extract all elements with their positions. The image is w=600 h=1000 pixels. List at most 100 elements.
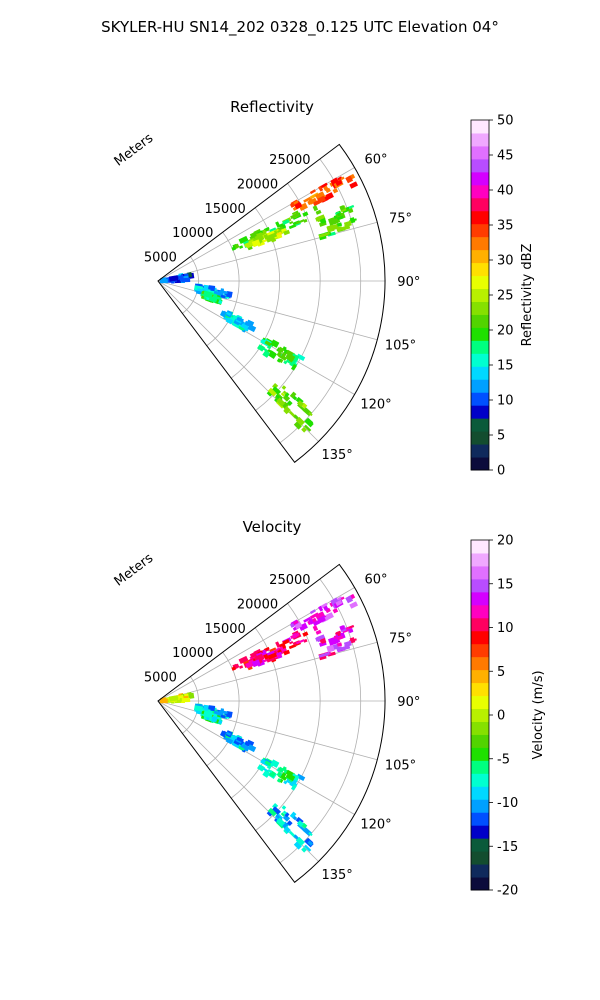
echo-cell — [174, 696, 179, 700]
colorbar-tick-label: 50 — [497, 114, 514, 129]
echo-cell — [294, 202, 303, 210]
colorbar-tick-label: 0 — [497, 464, 505, 479]
echo-cell — [303, 218, 308, 223]
echo-cell — [341, 645, 351, 651]
echo-cell — [282, 638, 290, 645]
sector-frame — [157, 563, 386, 883]
echo-cell — [349, 181, 359, 189]
echo-cell — [263, 653, 269, 660]
colorbar-segment — [471, 864, 489, 878]
echo-cell — [216, 716, 222, 721]
radial-gridline — [206, 231, 240, 347]
echo-cell — [174, 276, 179, 280]
echo-cell — [296, 773, 306, 781]
colorbar-tick-label: 20 — [497, 534, 514, 549]
echo-cell — [211, 715, 218, 723]
echo-cell — [320, 637, 327, 644]
echo-cell — [276, 817, 286, 827]
echo-cell — [315, 637, 320, 642]
colorbar-segment — [471, 721, 489, 735]
echo-cell — [280, 392, 286, 397]
echo-cell — [308, 411, 313, 417]
colorbar-tick-label: 15 — [497, 359, 514, 374]
echo-cell — [315, 629, 322, 635]
echo-cell — [322, 232, 330, 237]
colorbar-segment — [471, 812, 489, 826]
colorbar-tick-label: 10 — [497, 621, 514, 636]
angular-tick-label: 120° — [360, 817, 391, 832]
echo-cell — [337, 215, 344, 221]
colorbar-segment — [471, 825, 489, 839]
colorbar-segment — [471, 565, 489, 580]
echo-cell — [296, 400, 304, 408]
echo-cell — [289, 811, 297, 819]
echo-cell — [337, 632, 341, 637]
echo-cell — [239, 743, 250, 752]
echo-cell — [226, 731, 232, 736]
reflectivity-panel: Reflectivity 60° 75° 90° 105° 120° 135° 5000 10… — [112, 98, 535, 479]
echo-cell — [325, 192, 334, 200]
echo-cell — [275, 221, 281, 228]
echo-cell — [270, 339, 280, 348]
echo-cell — [318, 185, 324, 192]
echo-cell — [330, 597, 340, 606]
angular-tick-label: 60° — [365, 153, 388, 168]
velocity-colorbar: Velocity (m/s) -20 -15 -10 -5 0 5 10 15 20 — [470, 534, 546, 899]
colorbar-segment — [471, 617, 489, 632]
colorbar-segment — [471, 353, 489, 367]
echo-cell — [236, 316, 244, 323]
echo-cell — [267, 387, 277, 397]
echo-cell — [301, 426, 307, 433]
colorbar-segment — [471, 210, 489, 225]
echo-cell — [203, 710, 213, 719]
echo-cell — [272, 802, 279, 810]
colorbar-tick-label: 15 — [497, 577, 514, 592]
reflectivity-colorbar-label: Reflectivity dBZ — [520, 244, 535, 347]
echo-cell — [312, 205, 319, 212]
velocity-colorbar-label: Velocity (m/s) — [531, 670, 546, 759]
angular-tick-label: 75° — [389, 212, 412, 227]
colorbar-segment — [471, 747, 489, 761]
echo-cell — [336, 642, 343, 647]
echo-cell — [277, 766, 285, 773]
angular-tick-label: 120° — [360, 397, 391, 412]
radial-gridline — [279, 158, 362, 444]
echo-cell — [298, 622, 308, 632]
echo-cell — [251, 659, 261, 668]
radial-tick-label: 20000 — [237, 177, 278, 192]
colorbar-tick-label: -10 — [497, 796, 518, 811]
echo-cell — [274, 234, 281, 239]
echo-cell — [345, 595, 354, 604]
colorbar-segment — [471, 132, 489, 147]
radial-tick-label: 10000 — [172, 646, 213, 661]
echo-cell — [283, 406, 291, 414]
echo-cell — [318, 605, 324, 612]
colorbar-segment — [471, 540, 489, 554]
echo-cell — [302, 631, 309, 637]
colorbar-tick-label: 5 — [497, 665, 505, 680]
echo-cell — [283, 826, 291, 834]
echo-cell — [309, 609, 316, 615]
sector-background — [158, 564, 385, 883]
colorbar-segment — [471, 314, 489, 328]
echo-cell — [284, 812, 290, 818]
echo-cell — [286, 820, 293, 827]
echo-cell — [247, 744, 257, 753]
radial-tick-label: 15000 — [204, 202, 245, 217]
echo-cell — [283, 769, 289, 775]
colorbar-segment — [471, 604, 489, 619]
echo-cell — [233, 739, 241, 746]
echo-cell — [267, 652, 278, 660]
echo-cell — [326, 224, 335, 233]
echo-cell — [336, 646, 343, 652]
echo-cell — [276, 358, 282, 363]
echo-cell — [337, 212, 341, 217]
echo-cell — [315, 217, 320, 222]
angular-gridline — [157, 280, 355, 395]
echo-cell — [303, 196, 312, 203]
colorbar-tick-label: 20 — [497, 324, 514, 339]
echo-cell — [266, 763, 273, 770]
echo-cell — [225, 737, 234, 745]
echo-cell — [238, 745, 245, 751]
